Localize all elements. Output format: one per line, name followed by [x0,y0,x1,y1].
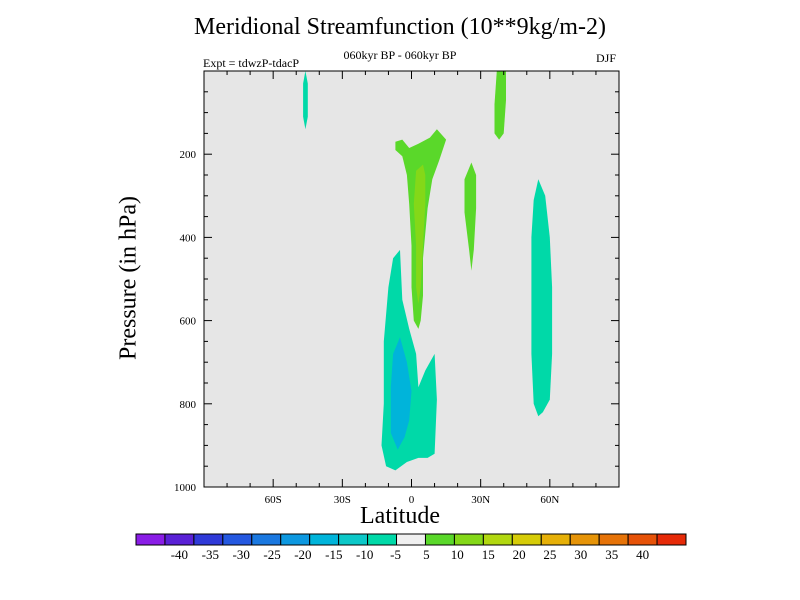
y-tick-label: 200 [180,149,197,161]
colorbar-label: 5 [423,547,430,562]
colorbar-box [453,533,484,546]
colorbar-box [627,533,658,546]
colorbar-box [367,533,398,546]
colorbar-box [569,533,600,546]
chart-subtitle: 060kyr BP - 060kyr BP [343,48,457,62]
colorbar-box [193,533,224,546]
x-tick-label: 30N [471,494,490,506]
colorbar-label: -20 [294,547,311,562]
colorbar-box [164,533,195,546]
contour-layer [303,71,553,471]
colorbar-box [251,533,282,546]
experiment-label: Expt = tdwzP-tdacP [203,56,300,70]
colorbar-label: 40 [636,547,649,562]
axis-ticks: 60S 30S 0 30N 60N 200 400 600 800 1000 [174,70,620,506]
colorbar-label: -15 [325,547,342,562]
x-tick-label: 0 [409,494,415,506]
colorbar-box [309,533,340,546]
colorbar-label: 30 [574,547,587,562]
y-tick-label: 600 [180,316,197,328]
colorbar: -40 -35 -30 -25 -20 -15 -10 -5 5 10 15 20 25 30 35 40 [135,533,687,562]
colorbar-box [338,533,369,546]
colorbar-box [280,533,311,546]
chart-title: Meridional Streamfunction (10**9kg/m-2) [194,14,606,40]
contour-sh-upper-positive-plume [303,71,308,130]
colorbar-box [424,533,455,546]
x-tick-label: 60N [540,494,559,506]
colorbar-box [135,533,166,546]
colorbar-label: 10 [451,547,464,562]
colorbar-box [656,533,687,546]
colorbar-label: -30 [233,547,250,562]
colorbar-label: -40 [171,547,188,562]
colorbar-label: 15 [482,547,495,562]
y-tick-label: 800 [180,399,197,411]
contour-nh-upper-positive [494,71,506,140]
x-tick-label: 30S [334,494,351,506]
contour-nh-midlatitude-negative [531,179,553,417]
colorbar-box [511,533,542,546]
colorbar-label: 35 [605,547,618,562]
colorbar-box [482,533,513,546]
x-tick-label: 60S [265,494,282,506]
y-tick-label: 1000 [174,482,197,494]
colorbar-label: -35 [202,547,219,562]
colorbar-box [222,533,253,546]
colorbar-box [396,533,426,546]
season-label: DJF [596,51,617,65]
colorbar-label: -10 [356,547,373,562]
colorbar-box [540,533,571,546]
x-axis-label: Latitude [360,503,440,529]
colorbar-label: -5 [390,547,401,562]
colorbar-label: 25 [543,547,556,562]
y-tick-label: 400 [180,232,197,244]
contour-equatorial-upper-core [413,164,426,304]
contour-nh-subtropical-positive [464,162,477,271]
colorbar-box [598,533,629,546]
colorbar-label: -25 [263,547,280,562]
contour-equatorial-core-negative [390,337,412,450]
colorbar-label: 20 [513,547,526,562]
